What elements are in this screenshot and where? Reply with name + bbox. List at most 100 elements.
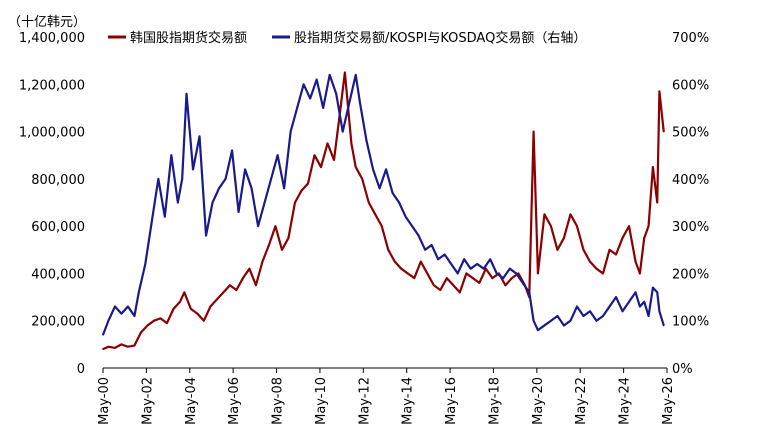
series-1-point (489, 258, 492, 261)
series-line-1 (101, 73, 665, 336)
x-tick-label: May-20 (531, 377, 546, 425)
series-0-point (615, 253, 617, 256)
series-0-point (419, 260, 422, 263)
tick-labels: 0 200,000 400,000 600,000 800,000 1,000,000 1,… (19, 31, 709, 425)
series-1-point (137, 291, 140, 294)
series-0-point (203, 319, 205, 322)
series-0-point (172, 308, 175, 310)
series-0-point (209, 305, 212, 308)
series-0-point (268, 244, 270, 246)
series-1-point (647, 315, 650, 317)
y-left-tick-label: 0 (77, 362, 85, 377)
series-0-point (361, 178, 364, 180)
series-0-point (478, 282, 481, 284)
series-1-point (417, 234, 420, 237)
legend-label-domestic-futures: 韩国股指期货交易额 (130, 30, 247, 46)
series-1-point (556, 315, 559, 317)
series-1-point (550, 319, 552, 322)
series-0-point (196, 312, 199, 315)
series-1-point (385, 168, 387, 171)
series-1-point (341, 130, 344, 133)
series-0-point (485, 267, 487, 270)
series-0-point (652, 166, 654, 168)
series-0-point (235, 289, 238, 291)
x-tick-label: May-16 (444, 377, 459, 425)
series-1-point (424, 248, 426, 251)
series-1-point (211, 201, 214, 204)
series-1-point (615, 296, 617, 298)
y-right-tick-label: 500% (672, 126, 709, 141)
series-0-point (656, 201, 659, 204)
series-0-point (569, 213, 572, 216)
series-1-point (495, 272, 498, 275)
series-0-point (146, 324, 149, 327)
series-0-point (550, 225, 552, 227)
series-1-point (359, 102, 361, 104)
series-0-point (114, 347, 116, 349)
series-1-point (456, 272, 459, 275)
series-1-point (328, 74, 331, 76)
series-0-point (287, 237, 290, 239)
axes (102, 367, 668, 373)
series-1-point (502, 277, 505, 279)
series-1-point (192, 168, 194, 171)
y-right-tick-label: 600% (672, 78, 709, 93)
series-0-point (179, 301, 181, 303)
series-1-point (528, 291, 531, 294)
y-left-tick-label: 800,000 (31, 173, 85, 188)
series-1-point (372, 168, 374, 171)
series-1-point (658, 310, 661, 313)
series-1-point (569, 319, 572, 322)
y-right-tick-label: 700% (672, 31, 709, 46)
series-0-point (452, 284, 455, 287)
series-0-point (387, 248, 390, 251)
series-0-point (367, 201, 370, 204)
y-left-tick-label: 400,000 (31, 267, 85, 282)
x-tick-label: May-00 (97, 377, 112, 425)
series-1-point (469, 267, 472, 270)
series-0-point (374, 213, 377, 216)
series-0-point (229, 284, 231, 287)
series-1-point (354, 74, 357, 76)
series-1-point (270, 178, 272, 180)
series-1-point (120, 312, 123, 315)
x-tick-label: May-10 (314, 377, 329, 425)
series-1-point (296, 107, 298, 109)
series-0-point (634, 260, 637, 263)
series-1-point (244, 168, 246, 171)
series-0-point (504, 284, 507, 287)
series-1-point (378, 187, 381, 190)
series-0-point (153, 319, 155, 322)
series-1-point (127, 305, 129, 308)
series-0-point (602, 272, 604, 275)
series-0-point (662, 130, 665, 133)
series-0-point (166, 322, 168, 324)
series-0-point (628, 225, 630, 227)
x-tick-label: May-02 (140, 377, 155, 425)
series-0-point (595, 267, 598, 270)
series-1-point (634, 291, 637, 294)
series-1-point (521, 282, 524, 284)
series-0-point (576, 225, 578, 227)
series-1-point (133, 315, 136, 317)
series-0-point (380, 225, 383, 227)
left-axis-unit-label: （十亿韩元） (8, 15, 86, 30)
series-1-point (289, 130, 292, 133)
series-0-point (543, 213, 546, 216)
x-tick-label: May-24 (618, 377, 633, 425)
series-1-point (107, 319, 110, 322)
series-1-point (450, 263, 452, 265)
series-1-point (198, 135, 201, 138)
series-1-point (315, 78, 318, 81)
x-tick-label: May-04 (184, 377, 199, 425)
series-1-point (404, 215, 407, 218)
y-right-tick-label: 400% (672, 173, 709, 188)
series-0-point (446, 277, 448, 279)
series-1-point (164, 215, 166, 218)
series-0-point (413, 277, 416, 279)
series-1-point (437, 258, 439, 261)
series-1-point (218, 187, 220, 190)
series-0-point (222, 291, 225, 294)
series-0-point (582, 248, 585, 251)
series-0-point (400, 267, 403, 270)
